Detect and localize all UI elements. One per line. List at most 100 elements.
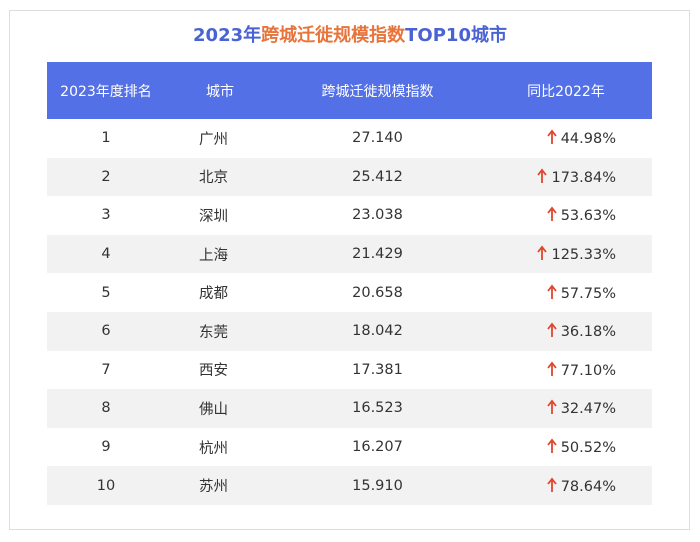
city-cell: 西安 [165, 351, 275, 390]
city-name: 苏州 [199, 479, 228, 496]
change-value-wrap: 57.75% [516, 284, 616, 302]
change-value-wrap: 125.33% [516, 245, 616, 263]
up-arrow-icon [547, 284, 557, 299]
city-cell: 东莞 [165, 312, 275, 351]
table-row: 10 苏州 15.910 78.64% [47, 466, 652, 505]
city-name: 成都 [199, 286, 228, 303]
city-name: 杭州 [199, 440, 228, 457]
change-value-wrap: 77.10% [516, 361, 616, 379]
rank-cell: 7 [101, 361, 111, 378]
change-value-wrap: 32.47% [516, 399, 616, 417]
change-value: 57.75% [560, 285, 616, 302]
city-cell: 苏州 [165, 466, 275, 505]
change-cell: 125.33% [480, 235, 652, 274]
rank-cell: 4 [101, 246, 111, 263]
index-cell: 15.910 [352, 477, 403, 494]
city-name: 西安 [199, 363, 228, 380]
index-cell: 17.381 [352, 361, 403, 378]
index-cell: 20.658 [352, 284, 403, 301]
change-cell: 50.52% [480, 428, 652, 467]
rank-cell: 9 [101, 439, 111, 456]
change-value-wrap: 78.64% [516, 477, 616, 495]
table-row: 2 北京 25.412 173.84% [47, 157, 652, 197]
table-row: 9 杭州 16.207 50.52% [47, 428, 652, 467]
rank-cell: 6 [101, 323, 111, 340]
city-cell: 成都 [165, 273, 275, 312]
rank-cell: 5 [101, 284, 111, 301]
index-cell: 16.207 [352, 439, 403, 456]
change-cell: 53.63% [480, 196, 652, 235]
change-value: 77.10% [560, 362, 616, 379]
change-cell: 78.64% [480, 466, 652, 505]
change-cell: 173.84% [480, 158, 652, 197]
up-arrow-icon [547, 129, 557, 145]
city-name: 深圳 [199, 208, 228, 225]
change-value-wrap: 36.18% [516, 322, 616, 340]
title-metric: 跨城迁徙规模指数 [261, 25, 406, 46]
change-cell: 44.98% [480, 119, 652, 158]
index-cell: 27.140 [352, 130, 403, 147]
change-value: 32.47% [560, 401, 616, 418]
change-value-wrap: 44.98% [516, 129, 616, 147]
city-cell: 深圳 [165, 196, 275, 235]
page-title: 2023年跨城迁徙规模指数TOP10城市 [0, 21, 700, 47]
city-cell: 上海 [165, 235, 275, 274]
change-value: 78.64% [560, 478, 616, 495]
up-arrow-icon [537, 245, 548, 261]
header-rank: 2023年度排名 [60, 83, 152, 100]
up-arrow-icon [547, 477, 557, 492]
table-row: 6 东莞 18.042 36.18% [47, 311, 652, 351]
change-cell: 57.75% [480, 273, 652, 312]
change-cell: 32.47% [480, 389, 652, 428]
city-cell: 佛山 [165, 389, 275, 428]
change-value: 125.33% [551, 247, 616, 264]
change-value-wrap: 50.52% [516, 438, 616, 456]
table-row: 1 广州 27.140 44.98% [47, 119, 652, 158]
table-row: 5 成都 20.658 57.75% [47, 273, 652, 312]
up-arrow-icon [547, 361, 557, 376]
up-arrow-icon [547, 322, 557, 338]
header-yoy: 同比2022年 [527, 83, 605, 100]
rank-cell: 3 [101, 207, 111, 224]
table-row: 4 上海 21.429 125.33% [47, 234, 652, 274]
title-suffix: TOP10城市 [405, 25, 507, 46]
change-value-wrap: 53.63% [516, 206, 616, 224]
table-header-row: 2023年度排名 城市 跨城迁徙规模指数 同比2022年 [47, 62, 652, 119]
index-cell: 16.523 [352, 400, 403, 417]
city-name: 北京 [199, 170, 228, 187]
table-card [9, 10, 690, 530]
up-arrow-icon [547, 400, 557, 415]
index-cell: 23.038 [352, 207, 403, 224]
city-cell: 杭州 [165, 428, 275, 467]
table-row: 3 深圳 23.038 53.63% [47, 196, 652, 235]
ranking-table: 2023年度排名 城市 跨城迁徙规模指数 同比2022年 1 广州 27.140 44… [47, 62, 652, 505]
city-name: 广州 [199, 131, 228, 148]
title-year: 2023年 [193, 25, 262, 46]
city-name: 佛山 [199, 401, 228, 418]
index-cell: 25.412 [352, 168, 403, 185]
index-cell: 18.042 [352, 323, 403, 340]
change-value: 36.18% [560, 324, 616, 341]
change-cell: 36.18% [480, 312, 652, 351]
city-name: 上海 [199, 247, 228, 264]
header-city: 城市 [206, 83, 234, 100]
table-row: 8 佛山 16.523 32.47% [47, 389, 652, 428]
city-name: 东莞 [199, 324, 228, 341]
table-row: 7 西安 17.381 77.10% [47, 351, 652, 390]
up-arrow-icon [547, 438, 557, 454]
header-index: 跨城迁徙规模指数 [321, 83, 434, 100]
rank-cell: 2 [101, 168, 111, 185]
rank-cell: 1 [101, 130, 111, 147]
change-cell: 77.10% [480, 351, 652, 390]
up-arrow-icon [547, 207, 557, 222]
city-cell: 北京 [165, 158, 275, 197]
index-cell: 21.429 [352, 246, 403, 263]
city-cell: 广州 [165, 119, 275, 158]
rank-cell: 8 [101, 400, 111, 417]
up-arrow-icon [537, 168, 548, 183]
change-value: 50.52% [560, 440, 616, 457]
change-value: 53.63% [560, 208, 616, 225]
change-value-wrap: 173.84% [516, 168, 616, 186]
change-value: 44.98% [560, 131, 616, 148]
rank-cell: 10 [96, 477, 116, 494]
